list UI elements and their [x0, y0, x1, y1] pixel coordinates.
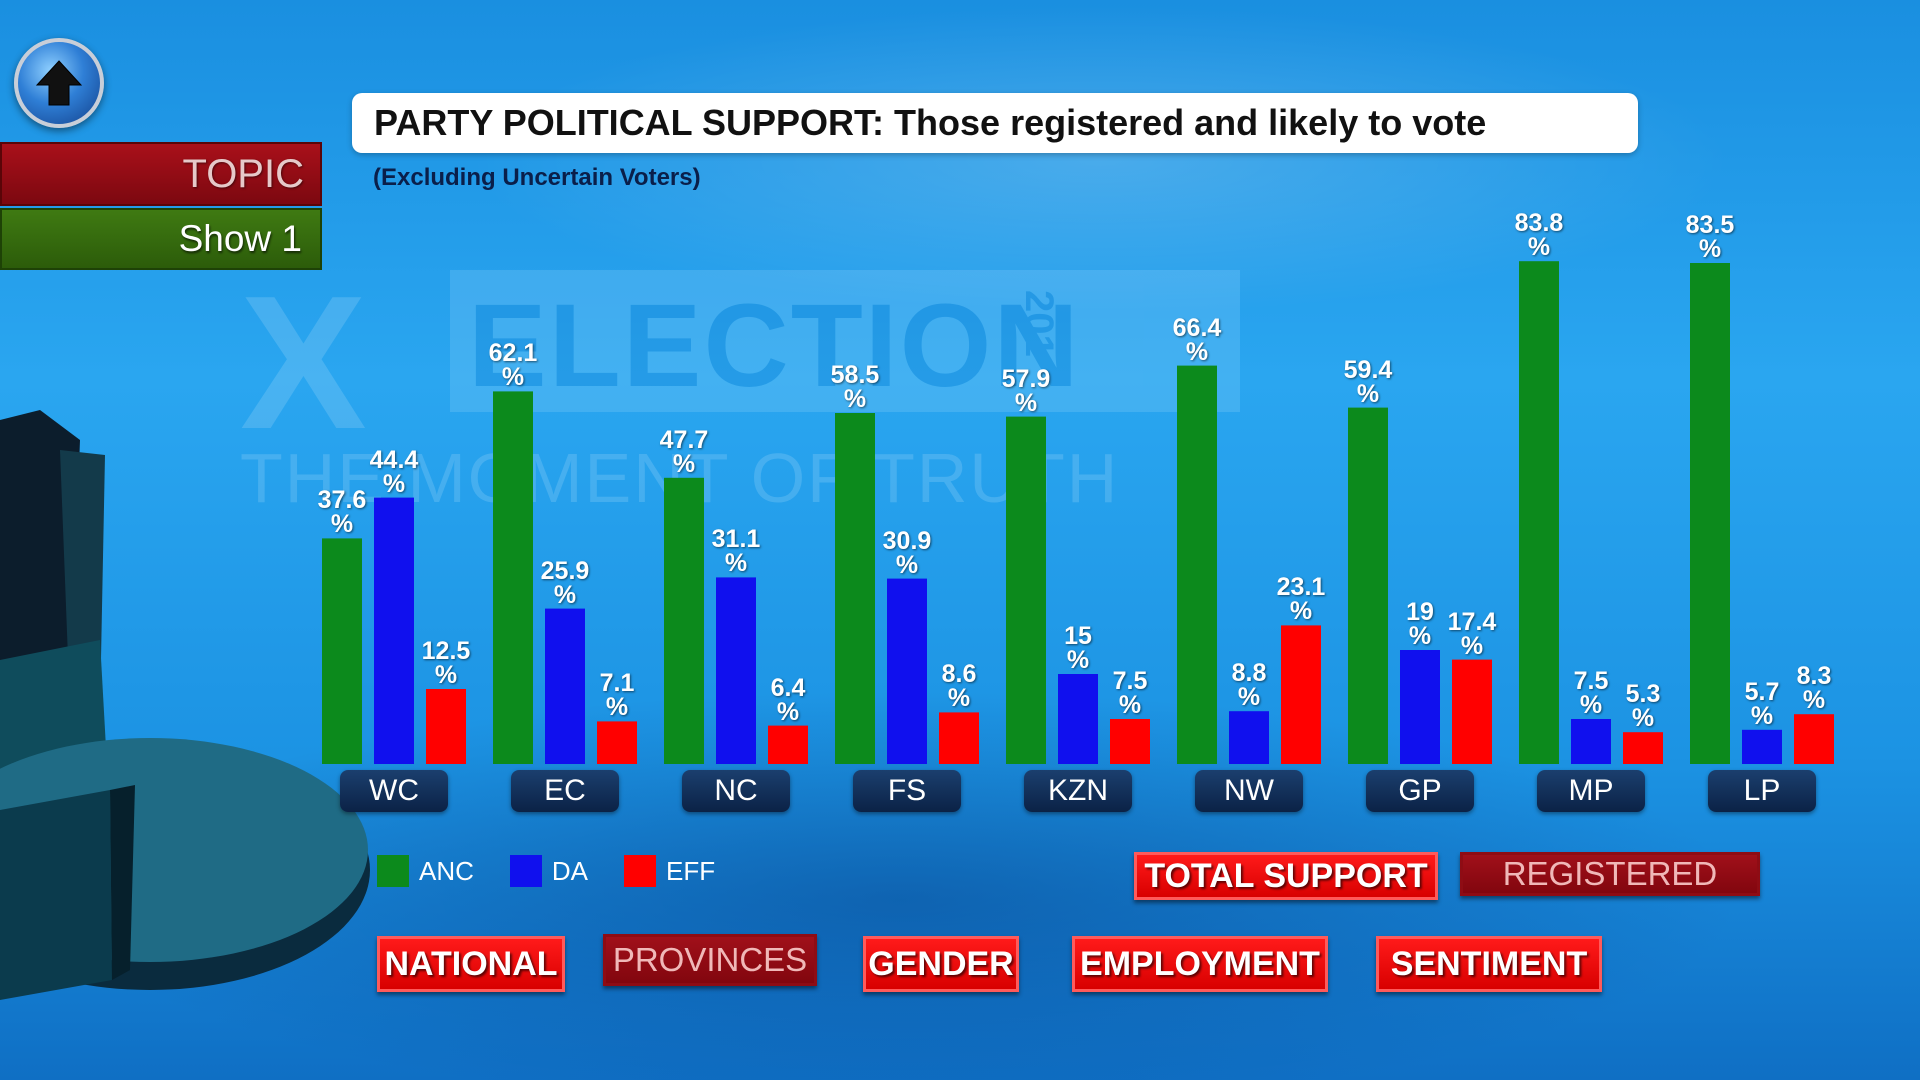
value-label-da-nw: 8.8% — [1231, 659, 1267, 712]
tick-label-nw: NW — [1195, 770, 1303, 812]
bar-anc-ec — [493, 391, 533, 764]
tick-label-kzn: KZN — [1024, 770, 1132, 812]
sentiment-button[interactable]: SENTIMENT — [1376, 936, 1602, 992]
value-label-anc-ec: 62.1% — [488, 339, 538, 392]
tick-label-ec: EC — [511, 770, 619, 812]
chart-legend: ANC DA EFF — [377, 855, 751, 887]
show-label[interactable]: Show 1 — [0, 208, 322, 270]
bar-eff-nc — [768, 725, 808, 764]
value-label-eff-gp: 17.4% — [1447, 607, 1497, 660]
value-label-anc-nw: 66.4% — [1172, 313, 1222, 366]
bar-da-mp — [1571, 719, 1611, 764]
bar-da-ec — [545, 608, 585, 764]
bar-anc-nw — [1177, 365, 1217, 764]
bar-eff-ec — [597, 721, 637, 764]
bar-anc-mp — [1519, 261, 1559, 764]
bar-eff-gp — [1452, 659, 1492, 764]
tick-label-fs: FS — [853, 770, 961, 812]
value-label-eff-lp: 8.3% — [1796, 662, 1832, 715]
bar-eff-kzn — [1110, 719, 1150, 764]
bar-anc-wc — [322, 538, 362, 764]
chart-title-box: PARTY POLITICAL SUPPORT: Those registere… — [352, 93, 1638, 153]
legend-item-anc: ANC — [377, 855, 474, 887]
bar-da-lp — [1742, 729, 1782, 764]
value-label-da-mp: 7.5% — [1573, 667, 1609, 719]
back-button[interactable] — [14, 38, 104, 128]
bar-eff-mp — [1623, 732, 1663, 764]
value-label-da-lp: 5.7% — [1744, 677, 1780, 730]
value-label-anc-kzn: 57.9% — [1001, 364, 1051, 417]
tick-label-wc: WC — [340, 770, 448, 812]
bar-da-wc — [374, 497, 414, 764]
bar-da-fs — [887, 578, 927, 764]
legend-label-da: DA — [551, 855, 589, 886]
bar-eff-fs — [939, 712, 979, 764]
value-label-eff-wc: 12.5% — [421, 637, 471, 689]
value-label-anc-lp: 83.5% — [1685, 211, 1735, 263]
value-label-eff-kzn: 7.5% — [1112, 667, 1148, 719]
value-label-eff-mp: 5.3% — [1625, 680, 1661, 733]
value-label-anc-fs: 58.5% — [830, 361, 880, 413]
bar-chart-svg — [322, 261, 1834, 764]
bar-anc-lp — [1690, 263, 1730, 764]
tick-label-mp: MP — [1537, 770, 1645, 812]
bar-da-kzn — [1058, 674, 1098, 764]
bar-eff-lp — [1794, 714, 1834, 764]
value-label-da-kzn: 15% — [1064, 622, 1092, 674]
bar-da-gp — [1400, 650, 1440, 764]
bar-anc-kzn — [1006, 416, 1046, 764]
provinces-button[interactable]: PROVINCES — [603, 934, 817, 986]
legend-item-da: DA — [509, 855, 589, 887]
value-label-da-fs: 30.9% — [882, 526, 932, 579]
bar-anc-nc — [664, 477, 704, 764]
value-label-da-gp: 19% — [1406, 598, 1434, 650]
chart-subtitle: (Excluding Uncertain Voters) — [373, 164, 701, 191]
national-button[interactable]: NATIONAL — [377, 936, 565, 992]
tick-label-lp: LP — [1708, 770, 1816, 812]
gender-button[interactable]: GENDER — [863, 936, 1019, 992]
legend-label-eff: EFF — [666, 855, 716, 886]
tick-label-gp: GP — [1366, 770, 1474, 812]
value-label-eff-nc: 6.4% — [770, 673, 806, 726]
value-label-anc-wc: 37.6% — [317, 486, 367, 539]
bar-da-nc — [716, 577, 756, 764]
value-label-eff-ec: 7.1% — [599, 669, 635, 722]
grouped-bar-chart: 37.6% 44.4% 12.5% WC 62.1% 25.9% 7.1% EC 47.7% 31… — [317, 209, 1834, 812]
bar-da-nw — [1229, 711, 1269, 764]
value-label-anc-gp: 59.4% — [1343, 355, 1393, 408]
chart-title: PARTY POLITICAL SUPPORT: Those registere… — [374, 102, 1487, 143]
legend-swatch-eff — [624, 855, 657, 887]
bar-eff-nw — [1281, 625, 1321, 764]
bar-eff-wc — [426, 689, 466, 764]
legend-swatch-anc — [377, 855, 409, 887]
bar-anc-gp — [1348, 407, 1388, 764]
value-label-eff-fs: 8.6% — [941, 660, 977, 713]
value-label-da-nc: 31.1% — [711, 525, 761, 578]
topic-label[interactable]: TOPIC — [0, 142, 322, 206]
tick-label-nc: NC — [682, 770, 790, 812]
value-label-anc-nc: 47.7% — [659, 425, 709, 478]
legend-item-eff: EFF — [624, 855, 715, 887]
legend-label-anc: ANC — [419, 855, 474, 886]
bar-anc-fs — [835, 413, 875, 764]
value-label-da-ec: 25.9% — [540, 556, 590, 609]
arrow-up-icon — [35, 60, 83, 106]
legend-swatch-da — [509, 855, 542, 887]
employment-button[interactable]: EMPLOYMENT — [1072, 936, 1328, 992]
value-label-anc-mp: 83.8% — [1514, 209, 1564, 262]
value-label-eff-nw: 23.1% — [1276, 573, 1326, 626]
value-label-da-wc: 44.4% — [369, 445, 419, 498]
studio-desk-illustration — [0, 410, 370, 1000]
registered-button[interactable]: REGISTERED — [1460, 852, 1760, 896]
total-support-button[interactable]: TOTAL SUPPORT — [1134, 852, 1438, 900]
